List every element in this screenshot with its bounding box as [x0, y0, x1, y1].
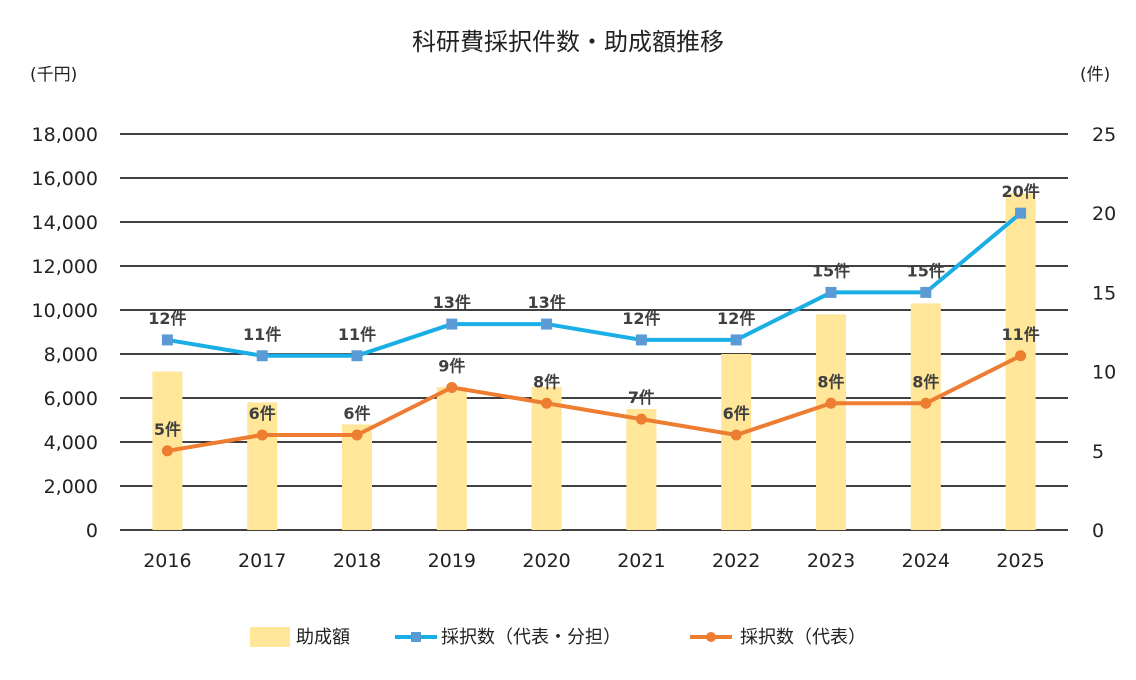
legend-label-line-total: 採択数（代表・分担）	[441, 627, 621, 648]
point-total	[635, 334, 647, 346]
point-total	[825, 286, 837, 298]
x-tick-label: 2022	[712, 550, 760, 572]
y-right-tick-label: 25	[1092, 124, 1116, 146]
series-line-total	[167, 211, 1022, 358]
data-label-lead: 6件	[249, 404, 276, 423]
point-lead	[920, 397, 932, 409]
y-left-tick-label: 16,000	[32, 168, 98, 190]
y-right-unit: (件)	[1080, 65, 1110, 85]
y-left-tick-label: 14,000	[32, 212, 98, 234]
y-left-tick-label: 12,000	[32, 256, 98, 278]
y-left-unit: (千円)	[30, 65, 77, 85]
x-tick-label: 2024	[902, 550, 950, 572]
data-label-total: 13件	[527, 293, 565, 312]
point-total	[730, 334, 742, 346]
data-label-lead: 11件	[1001, 325, 1039, 344]
y-left-tick-label: 18,000	[32, 124, 98, 146]
point-total	[1015, 207, 1027, 219]
y-right-tick-label: 15	[1092, 282, 1116, 304]
data-label-total: 12件	[622, 309, 660, 328]
bar	[436, 387, 467, 530]
point-lead	[635, 413, 647, 425]
x-tick-label: 2020	[522, 550, 570, 572]
y-left-tick-label: 10,000	[32, 300, 98, 322]
x-tick-label: 2023	[807, 550, 855, 572]
point-lead	[541, 397, 553, 409]
point-lead	[351, 429, 363, 441]
bar	[910, 303, 941, 530]
bar	[531, 387, 562, 530]
data-label-total: 12件	[148, 309, 186, 328]
bar	[816, 314, 846, 530]
y-right-tick-label: 20	[1092, 203, 1116, 225]
x-tick-label: 2025	[996, 550, 1044, 572]
series-line-lead	[167, 353, 1022, 453]
data-labels: 12件 11件 11件 13件 13件 12件 12件 15件 15件 20件 5件 6件 6件 9件 8件…	[148, 182, 1039, 439]
y-left-tick-label: 8,000	[44, 344, 98, 366]
bar	[247, 402, 278, 530]
point-total	[920, 286, 932, 298]
point-total	[161, 334, 173, 346]
lines	[161, 207, 1027, 457]
data-label-lead: 7件	[628, 388, 655, 407]
data-label-lead: 6件	[343, 404, 370, 423]
point-lead	[730, 429, 742, 441]
data-label-lead: 8件	[912, 372, 939, 391]
y-left-tick-label: 4,000	[44, 432, 98, 454]
point-lead	[161, 445, 173, 457]
x-tick-label: 2017	[238, 550, 286, 572]
x-tick-label: 2016	[143, 550, 191, 572]
data-label-total: 11件	[338, 325, 376, 344]
point-lead	[446, 381, 458, 393]
y-left-tick-label: 2,000	[44, 476, 98, 498]
x-tick-label: 2021	[617, 550, 665, 572]
point-total	[446, 318, 458, 330]
bar	[721, 354, 752, 530]
chart-title: 科研費採択件数・助成額推移	[412, 28, 724, 56]
data-label-total: 12件	[717, 309, 755, 328]
data-label-lead: 8件	[817, 372, 844, 391]
point-total	[541, 318, 553, 330]
legend-swatch-bar	[250, 627, 290, 647]
data-label-lead: 6件	[723, 404, 750, 423]
y-right-tick-label: 10	[1092, 362, 1116, 384]
data-label-total: 11件	[243, 325, 281, 344]
legend-label-line-lead: 採択数（代表）	[740, 627, 866, 648]
bars	[152, 193, 1036, 530]
point-total	[256, 350, 268, 362]
data-label-total: 13件	[433, 293, 471, 312]
x-tick-label: 2018	[333, 550, 381, 572]
legend-label-bar: 助成額	[296, 627, 350, 648]
y-right-tick-label: 5	[1092, 441, 1104, 463]
data-label-total: 15件	[812, 261, 850, 280]
y-left-tick-label: 0	[86, 520, 98, 542]
legend-marker-lead	[706, 632, 716, 642]
data-label-total: 15件	[907, 261, 945, 280]
point-lead	[256, 429, 268, 441]
legend: 助成額 採択数（代表・分担） 採択数（代表）	[250, 627, 866, 648]
x-tick-label: 2019	[428, 550, 476, 572]
gridlines	[120, 133, 1068, 531]
data-label-lead: 9件	[438, 356, 465, 375]
data-label-total: 20件	[1001, 182, 1039, 201]
y-right-tick-label: 0	[1092, 520, 1104, 542]
legend-marker-total	[411, 632, 421, 642]
bar	[626, 409, 657, 530]
point-lead	[1015, 350, 1027, 362]
point-total	[351, 350, 363, 362]
data-label-lead: 5件	[154, 420, 181, 439]
point-lead	[825, 397, 837, 409]
data-label-lead: 8件	[533, 372, 560, 391]
y-left-tick-label: 6,000	[44, 388, 98, 410]
axes: 科研費採択件数・助成額推移 (千円) (件) 0 2,000 4,000 6,000 8…	[30, 28, 1116, 572]
bar	[342, 424, 372, 530]
